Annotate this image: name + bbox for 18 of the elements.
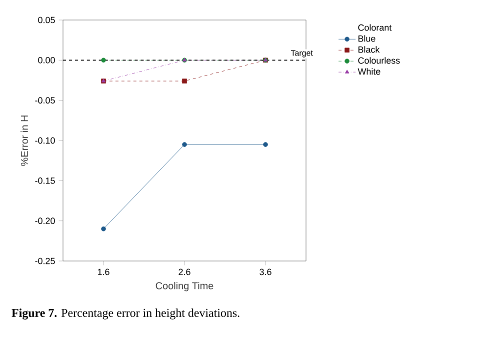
x-axis-title: Cooling Time (156, 282, 214, 292)
x-tick-label: 1.6 (98, 268, 110, 276)
legend-label: Colourless (358, 57, 400, 64)
y-tick-label: -0.20 (35, 218, 55, 224)
x-tick-label: 3.6 (260, 268, 272, 276)
y-tick-label: -0.10 (35, 137, 55, 144)
y-tick-label: -0.05 (35, 97, 55, 104)
y-tick-label: -0.25 (35, 258, 55, 264)
y-tick-label: -0.15 (35, 177, 55, 184)
legend-label: Black (358, 46, 380, 53)
legend-label: Blue (358, 35, 376, 42)
text: Figure 7. Percentage error in height deviations. (12, 308, 240, 320)
y-axis-title: %Error in H (20, 116, 28, 166)
x-tick-label: 2.6 (178, 268, 190, 276)
y-tick-label: 0.05 (38, 16, 55, 24)
legend-label: White (358, 68, 380, 75)
legend-title: Colorant (358, 24, 392, 31)
y-tick-label: 0.00 (38, 56, 55, 64)
